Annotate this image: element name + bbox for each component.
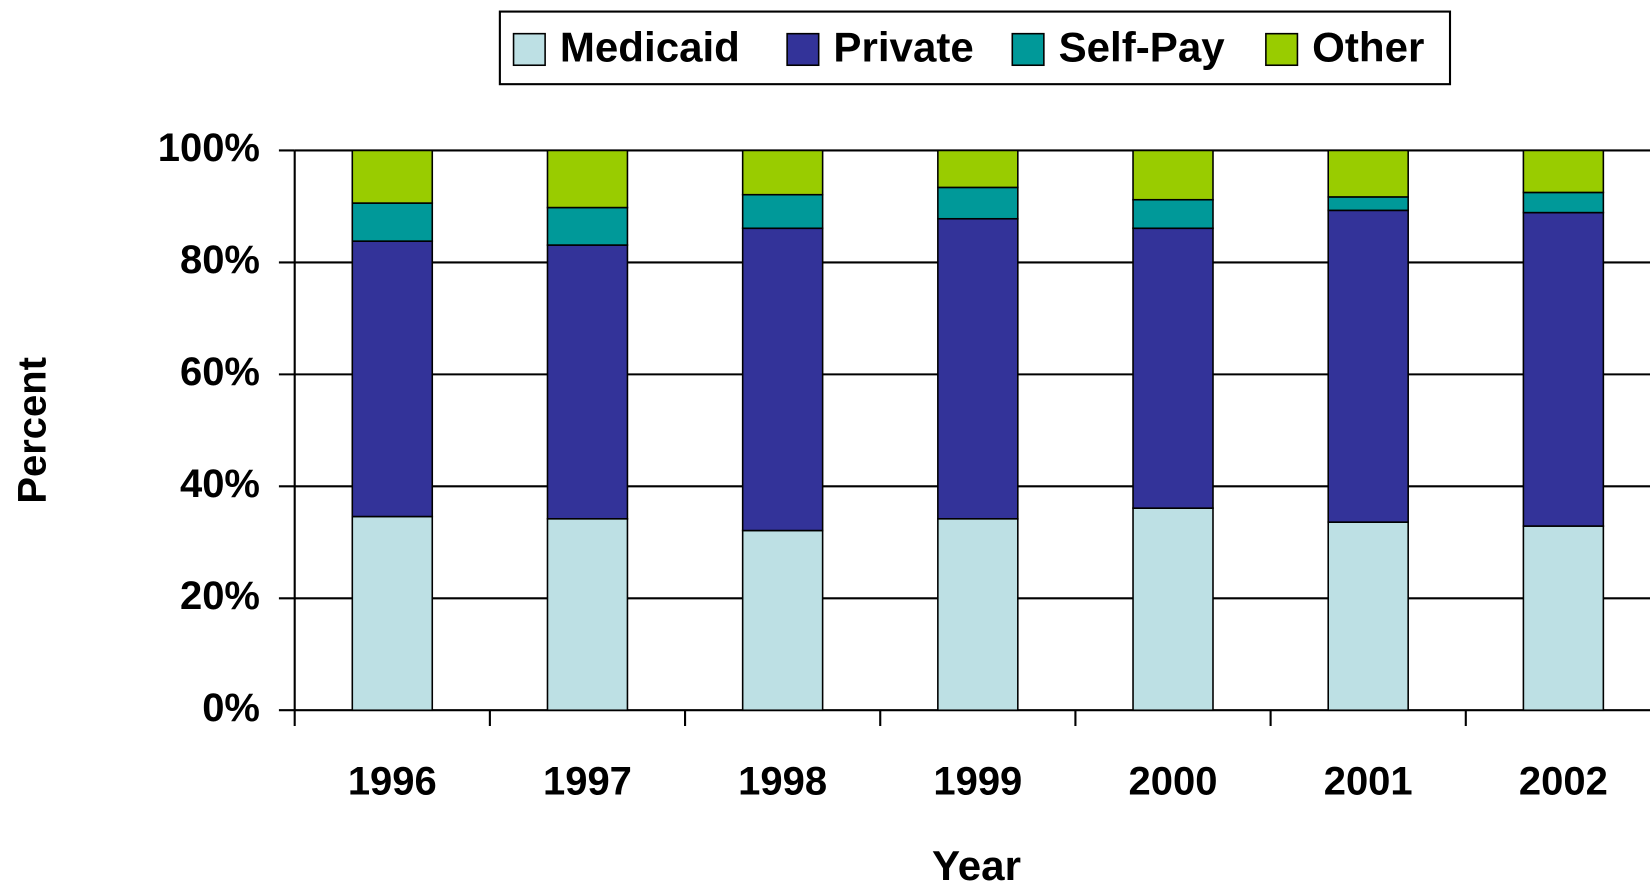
bar-segment	[937, 217, 1019, 520]
bar-segment	[1327, 196, 1409, 212]
bar-segment	[1522, 149, 1605, 194]
x-axis-label: Year	[932, 842, 1021, 887]
legend-swatch	[512, 32, 546, 67]
bar-segment	[1132, 149, 1214, 201]
y-tick-label: 0%	[202, 686, 260, 730]
bar-segment	[1132, 227, 1214, 509]
legend-swatch	[1011, 32, 1045, 67]
y-tick-label: 40%	[180, 462, 260, 506]
bar-segment	[937, 518, 1019, 712]
bar-segment	[351, 202, 434, 242]
bar-segment	[1327, 521, 1409, 712]
x-tick-label: 1997	[543, 759, 632, 803]
x-tick-label: 2002	[1519, 759, 1608, 803]
bar-segment	[351, 515, 434, 712]
legend-swatch	[1265, 32, 1299, 67]
bar-segment	[1327, 149, 1409, 198]
x-tick-label: 1996	[348, 759, 437, 803]
legend-label: Other	[1312, 24, 1424, 71]
bar-segment	[351, 240, 434, 518]
bar-segment	[937, 149, 1019, 189]
bar-segment	[546, 149, 629, 209]
x-tick-label: 2000	[1129, 759, 1218, 803]
legend-label: Private	[833, 24, 973, 71]
y-tick-label: 20%	[180, 574, 260, 618]
bar-segment	[1522, 211, 1605, 527]
x-tick-label: 1998	[738, 759, 827, 803]
bar-segment	[1522, 191, 1605, 214]
y-axis-label: Percent	[10, 357, 54, 504]
x-tick-label: 2001	[1324, 759, 1413, 803]
bar-segment	[546, 518, 629, 712]
bar-segment	[741, 193, 824, 230]
bar-segment	[1522, 525, 1605, 712]
bar-segment	[1132, 198, 1214, 230]
y-tick-label: 60%	[180, 350, 260, 394]
y-tick-label: 80%	[180, 238, 260, 282]
bar-segment	[937, 186, 1019, 220]
bar-segment	[546, 206, 629, 246]
bar-segment	[546, 244, 629, 520]
bar-segment	[351, 149, 434, 204]
legend-swatch	[786, 32, 820, 67]
legend-label: Self-Pay	[1059, 24, 1226, 71]
bar-segment	[1132, 507, 1214, 712]
y-tick-label: 100%	[158, 126, 260, 170]
x-tick-label: 1999	[933, 759, 1022, 803]
bar-segment	[1327, 209, 1409, 523]
bar-segment	[741, 227, 824, 532]
bar-segment	[741, 149, 824, 196]
legend-label: Medicaid	[560, 24, 740, 71]
bar-segment	[741, 529, 824, 712]
